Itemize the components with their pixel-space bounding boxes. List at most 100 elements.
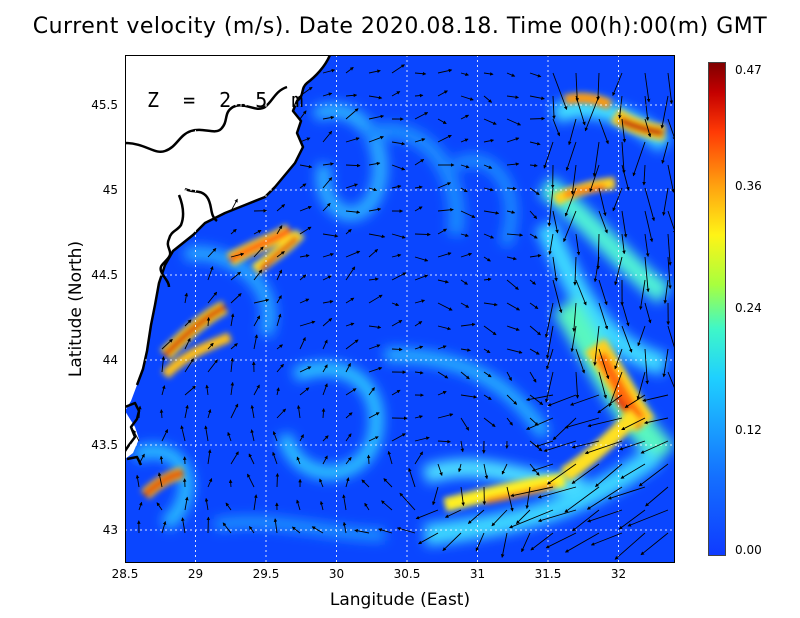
- velocity-arrow: [597, 394, 623, 414]
- velocity-arrow: [592, 141, 600, 177]
- velocity-arrow: [437, 279, 449, 284]
- velocity-arrow: [437, 439, 451, 444]
- velocity-arrow: [276, 251, 285, 258]
- velocity-arrow: [276, 408, 287, 419]
- velocity-arrow: [230, 293, 242, 304]
- velocity-arrow: [568, 118, 577, 146]
- velocity-arrow: [296, 499, 301, 511]
- velocity-arrow: [366, 454, 371, 465]
- velocity-arrow: [322, 275, 332, 281]
- velocity-arrow: [529, 95, 545, 100]
- velocity-arrow: [608, 371, 623, 407]
- velocity-arrow: [593, 256, 600, 283]
- velocity-arrow: [345, 229, 352, 235]
- x-tick: 31: [469, 567, 486, 581]
- velocity-arrow: [460, 138, 469, 143]
- velocity-arrow: [345, 339, 359, 350]
- velocity-arrow: [345, 297, 355, 304]
- velocity-arrow: [345, 183, 358, 189]
- velocity-arrow: [345, 477, 350, 488]
- velocity-arrow: [571, 440, 600, 449]
- velocity-arrow: [368, 233, 386, 239]
- velocity-arrow: [644, 118, 652, 138]
- x-tick: 29.5: [252, 567, 280, 581]
- velocity-arrow: [460, 252, 473, 258]
- velocity-arrow: [276, 225, 283, 235]
- velocity-arrow: [547, 394, 577, 407]
- velocity-arrow: [570, 394, 600, 406]
- velocity-arrow: [299, 254, 310, 258]
- velocity-arrow: [644, 210, 654, 243]
- velocity-arrow: [547, 463, 577, 485]
- x-tick: 29: [187, 567, 204, 581]
- velocity-arrow: [607, 486, 646, 500]
- velocity-arrow: [414, 159, 425, 166]
- velocity-arrow: [399, 492, 416, 511]
- velocity-arrow: [296, 405, 301, 419]
- velocity-arrow: [437, 228, 448, 235]
- velocity-arrow: [161, 429, 169, 442]
- velocity-arrow: [230, 343, 238, 350]
- velocity-arrow: [207, 478, 213, 488]
- velocity-arrow: [364, 502, 370, 511]
- velocity-arrow: [414, 93, 424, 98]
- velocity-arrow: [644, 256, 650, 293]
- velocity-arrow: [225, 502, 232, 511]
- velocity-arrow: [460, 417, 470, 431]
- velocity-arrow: [299, 434, 304, 442]
- velocity-arrow: [537, 486, 577, 499]
- velocity-arrow: [345, 93, 358, 98]
- velocity-arrow: [437, 134, 452, 143]
- velocity-arrow: [391, 64, 405, 74]
- velocity-arrow: [299, 298, 310, 304]
- velocity-arrow: [299, 164, 313, 169]
- velocity-arrow: [529, 348, 540, 355]
- velocity-arrow: [319, 500, 324, 511]
- velocity-arrow: [506, 302, 521, 311]
- velocity-arrow: [181, 517, 186, 534]
- velocity-arrow: [253, 315, 261, 327]
- velocity-arrow: [230, 381, 235, 396]
- velocity-arrow: [391, 253, 402, 258]
- velocity-arrow: [543, 440, 577, 453]
- velocity-arrow: [598, 371, 607, 399]
- velocity-arrow: [276, 344, 283, 350]
- y-tick: 45: [102, 183, 118, 197]
- velocity-arrow: [207, 266, 214, 281]
- velocity-arrow: [408, 467, 416, 488]
- velocity-arrow: [368, 387, 375, 396]
- velocity-arrow: [483, 210, 500, 215]
- velocity-arrow: [545, 348, 554, 370]
- velocity-arrow: [414, 299, 426, 304]
- velocity-arrow: [414, 415, 423, 419]
- velocity-arrow: [510, 486, 554, 498]
- y-tick: 45.5: [91, 98, 118, 112]
- velocity-arrow: [345, 388, 357, 396]
- velocity-arrow: [133, 429, 140, 442]
- velocity-arrow: [644, 348, 649, 385]
- velocity-arrow: [483, 463, 489, 480]
- velocity-arrow: [552, 279, 563, 314]
- y-axis-label: Latitude (North): [66, 240, 86, 378]
- velocity-arrow: [368, 344, 381, 350]
- velocity-arrow: [322, 68, 336, 74]
- velocity-arrow: [483, 277, 492, 282]
- velocity-arrow: [273, 518, 278, 534]
- velocity-arrow: [368, 249, 379, 258]
- velocity-arrow: [483, 256, 491, 262]
- velocity-arrow: [661, 141, 669, 164]
- velocity-arrow: [575, 279, 587, 306]
- velocity-arrow: [345, 67, 354, 74]
- velocity-arrow: [531, 463, 554, 472]
- velocity-arrow: [299, 137, 311, 143]
- velocity-arrow: [414, 321, 423, 327]
- velocity-arrow: [529, 233, 538, 239]
- velocity-arrow: [598, 348, 610, 380]
- map-title: Current velocity (m/s). Date 2020.08.18.…: [32, 14, 768, 39]
- velocity-arrow: [272, 431, 278, 442]
- velocity-arrow: [230, 313, 235, 327]
- velocity-arrow: [391, 91, 401, 97]
- velocity-arrow: [667, 256, 672, 289]
- velocity-arrow: [322, 364, 328, 373]
- velocity-arrow: [391, 433, 406, 442]
